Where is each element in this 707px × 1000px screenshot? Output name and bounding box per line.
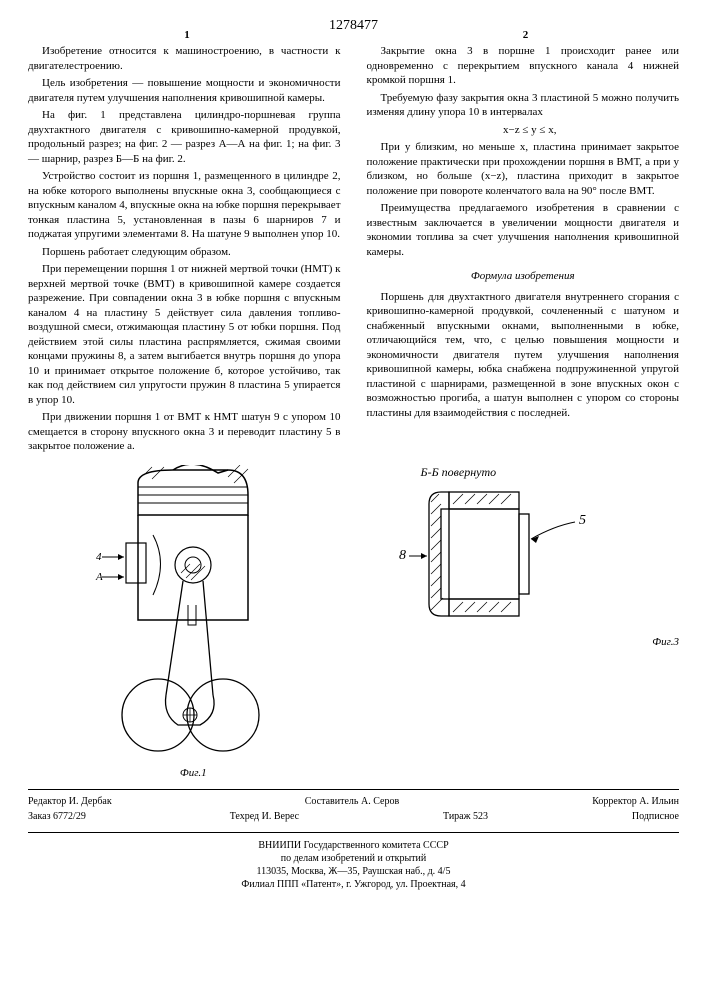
figure-3: Б-Б повернуто	[379, 465, 679, 779]
figure-3-svg: 8 5	[379, 484, 639, 634]
figures-row: 4 А Фиг.1	[28, 465, 679, 779]
credit-subscription: Подписное	[632, 811, 679, 822]
figure-3-title: Б-Б повернуто	[379, 465, 497, 480]
para: Преимущества предлагаемого изобретения в…	[367, 201, 680, 259]
para: При движении поршня 1 от ВМТ к НМТ шатун…	[28, 410, 341, 454]
fig3-label-5: 5	[579, 513, 586, 528]
formula-text: Поршень для двухтактного двигателя внутр…	[367, 290, 680, 421]
credits-row-2: Заказ 6772/29 Техред И. Верес Тираж 523 …	[28, 811, 679, 822]
column-number-left: 1	[184, 28, 190, 43]
formula-title: Формула изобретения	[367, 269, 680, 284]
figure-1-svg: 4 А	[78, 465, 308, 765]
imprint-line: по делам изобретений и открытий	[28, 852, 679, 865]
column-left: 1 Изобретение относится к машиностроению…	[28, 44, 341, 457]
para: Изобретение относится к машиностроению, …	[28, 44, 341, 73]
imprint-line: ВНИИПИ Государственного комитета СССР	[28, 839, 679, 852]
para: Требуемую фазу закрытия окна 3 пластиной…	[367, 91, 680, 120]
para: Цель изобретения — повышение мощности и …	[28, 76, 341, 105]
credit-compiler: Составитель А. Серов	[305, 796, 399, 807]
patent-number: 1278477	[28, 18, 679, 34]
separator	[28, 789, 679, 790]
column-number-right: 2	[523, 28, 529, 43]
fig1-label-4: 4	[96, 551, 102, 563]
credit-corrector: Корректор А. Ильин	[592, 796, 679, 807]
credit-order: Заказ 6772/29	[28, 811, 86, 822]
fig3-label-8: 8	[399, 548, 406, 563]
figure-1-caption: Фиг.1	[78, 767, 308, 779]
separator-2	[28, 832, 679, 833]
equation: x−z ≤ y ≤ x,	[367, 123, 680, 138]
para: На фиг. 1 представлена цилиндро-поршнева…	[28, 108, 341, 166]
figure-3-caption: Фиг.3	[379, 636, 707, 648]
imprint-line: 113035, Москва, Ж—35, Раушская наб., д. …	[28, 865, 679, 878]
imprint: ВНИИПИ Государственного комитета СССР по…	[28, 839, 679, 891]
para: При y близким, но меньше x, пластина при…	[367, 140, 680, 198]
credit-tech: Техред И. Верес	[230, 811, 299, 822]
text-columns: 1 Изобретение относится к машиностроению…	[28, 44, 679, 457]
para: При перемещении поршня 1 от нижней мертв…	[28, 262, 341, 407]
credit-copies: Тираж 523	[443, 811, 488, 822]
figure-1: 4 А Фиг.1	[28, 465, 359, 779]
para: Поршень работает следующим образом.	[28, 245, 341, 260]
imprint-line: Филиал ППП «Патент», г. Ужгород, ул. Про…	[28, 878, 679, 891]
fig1-label-A: А	[95, 571, 103, 583]
column-right: 2 Закрытие окна 3 в поршне 1 происходит …	[367, 44, 680, 457]
para: Закрытие окна 3 в поршне 1 происходит ра…	[367, 44, 680, 88]
credit-editor: Редактор И. Дербак	[28, 796, 112, 807]
credits-row-1: Редактор И. Дербак Составитель А. Серов …	[28, 796, 679, 807]
para: Устройство состоит из поршня 1, размещен…	[28, 169, 341, 242]
